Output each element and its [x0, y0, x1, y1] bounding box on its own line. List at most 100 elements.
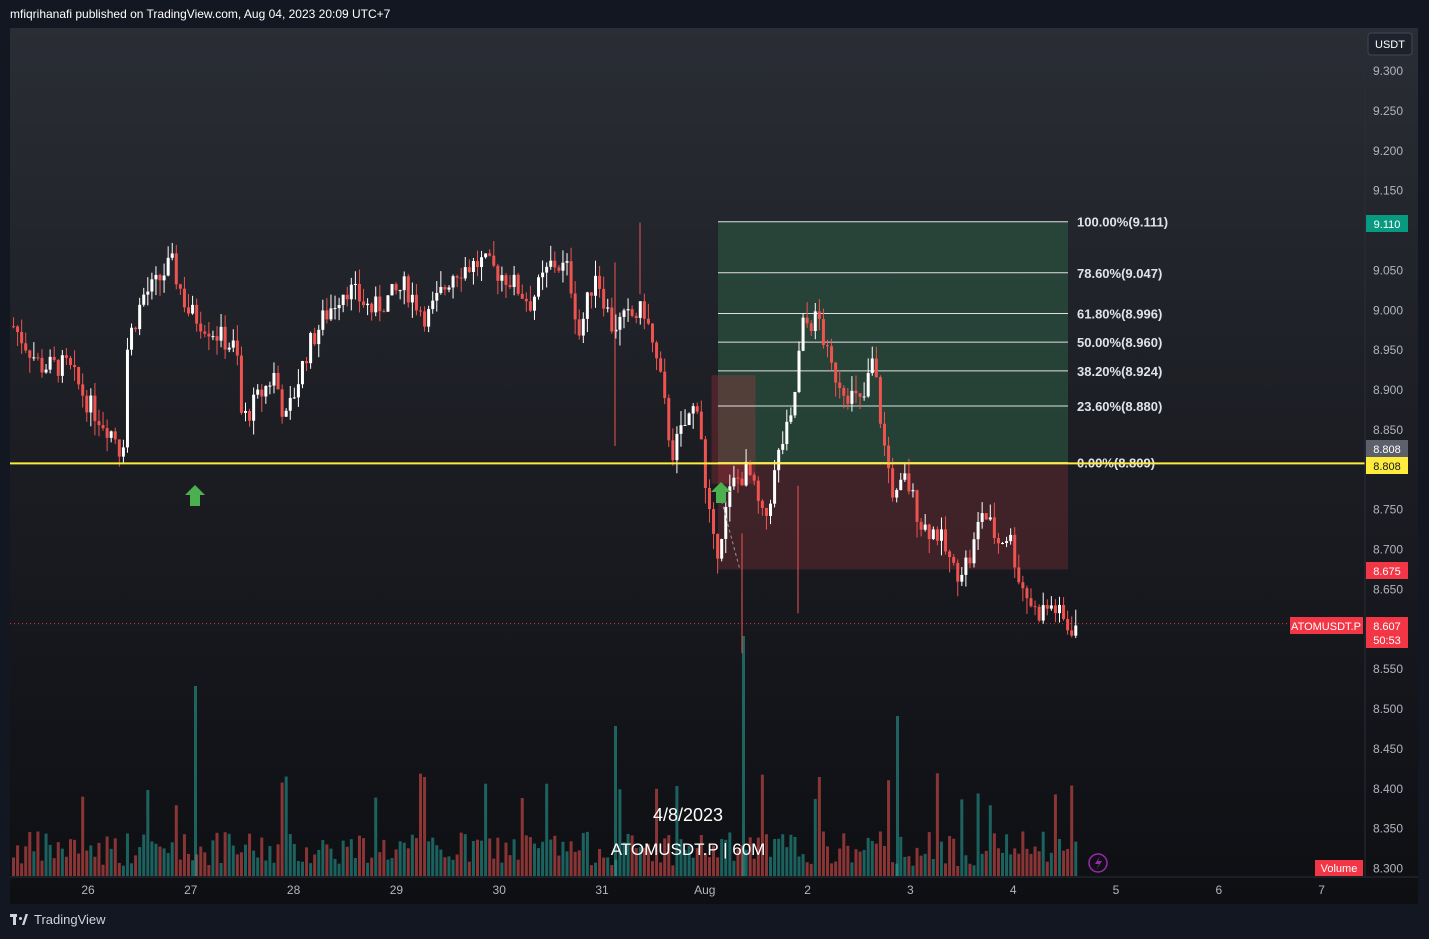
candle-body [427, 309, 431, 327]
volume-bar [252, 850, 256, 876]
candle-body [390, 284, 394, 296]
volume-bar [585, 831, 589, 876]
candle-body [720, 538, 724, 559]
candle-body [162, 275, 166, 281]
candle-body [443, 286, 447, 290]
volume-bar [964, 855, 968, 876]
volume-bar [219, 862, 223, 876]
lightning-icon-glyph [1095, 856, 1102, 870]
candle-body [1053, 605, 1057, 614]
candle-body [842, 387, 846, 396]
candle-body [138, 304, 142, 330]
volume-bar [353, 857, 357, 876]
candle-body [191, 304, 195, 314]
candle-body [728, 486, 732, 507]
time-axis[interactable]: 26 27 28 29 30 31 Aug 2 3 4 5 6 7 [81, 883, 1325, 897]
candle-body [602, 288, 606, 309]
price-axis-label: 8.400 [1373, 782, 1403, 796]
candle-body [252, 394, 256, 421]
volume-bar [594, 862, 598, 876]
candle-body [1009, 534, 1013, 542]
candle-body [1017, 567, 1021, 583]
volume-bar [948, 836, 952, 876]
fib-level-label: 61.80%(8.996) [1077, 306, 1162, 321]
candle-body [805, 317, 809, 324]
volume-bar [36, 831, 40, 876]
candle-body [1029, 598, 1033, 607]
volume-bar [736, 849, 740, 876]
candle-body [887, 445, 891, 469]
candle-body [1005, 541, 1009, 543]
candle-body [374, 296, 378, 313]
time-axis-label: 28 [287, 883, 301, 897]
volume-bar [748, 837, 752, 876]
candle-body [744, 461, 748, 486]
volume-bar [650, 861, 654, 876]
candle-body [146, 291, 150, 295]
candle-body [756, 480, 760, 501]
tradingview-logo-icon [10, 914, 28, 925]
candle-body [557, 267, 561, 271]
candle-body [362, 301, 366, 306]
candle-body [484, 253, 488, 258]
candle-body [508, 284, 512, 288]
volume-bar [414, 838, 418, 876]
fib-top-price: 9.110 [1374, 219, 1401, 231]
volume-bar [834, 861, 838, 876]
volume-bar [870, 840, 874, 876]
candle-body [357, 283, 361, 302]
volume-bar [667, 835, 671, 876]
candle-body [158, 274, 162, 281]
candle-body [154, 274, 158, 280]
volume-bar [838, 848, 842, 876]
volume-bar [671, 865, 675, 876]
volume-bar [553, 835, 557, 876]
volume-bar [642, 847, 646, 876]
candle-body [117, 439, 121, 457]
candle-body [12, 326, 15, 328]
lightning-icon[interactable] [1088, 853, 1108, 873]
volume-bar [769, 856, 773, 876]
candle-body [496, 265, 500, 281]
chart-area[interactable] [10, 28, 1418, 904]
candle-body [801, 317, 805, 351]
candle-body [500, 275, 504, 281]
candle-body [972, 539, 976, 564]
volume-bar [1041, 831, 1045, 876]
fib-top-price-badge [1366, 215, 1408, 232]
volume-bar [496, 837, 500, 876]
volume-bar [329, 848, 333, 876]
volume-bar [610, 865, 614, 876]
volume-bar [809, 863, 813, 876]
candle-body [325, 310, 329, 320]
candle-body [60, 355, 64, 376]
price-axis-label: 9.150 [1373, 184, 1403, 198]
candle-body [826, 345, 829, 347]
candle-body [276, 372, 280, 390]
volume-bar [357, 835, 361, 876]
candle-body [382, 311, 386, 313]
volume-bar [968, 863, 972, 876]
volume-bar [923, 853, 927, 876]
volume-bar [431, 837, 435, 876]
candle-body [68, 357, 72, 365]
volume-bar [891, 862, 895, 876]
candle-body [410, 294, 414, 303]
volume-bar [158, 846, 162, 876]
volume-bar [341, 840, 345, 876]
volume-bar [630, 835, 634, 876]
volume-bar [549, 839, 553, 876]
volume-bar [598, 848, 602, 876]
candle-body [683, 425, 687, 427]
volume-bar [370, 857, 374, 876]
volume-bar [874, 843, 878, 876]
currency-badge[interactable] [1367, 32, 1413, 56]
candle-body [211, 336, 215, 338]
candle-body [1013, 534, 1017, 568]
candle-body [565, 261, 569, 263]
volume-bar [272, 862, 276, 876]
candle-body [606, 307, 610, 309]
volume-bar [125, 833, 129, 876]
volume-bar [162, 848, 166, 876]
